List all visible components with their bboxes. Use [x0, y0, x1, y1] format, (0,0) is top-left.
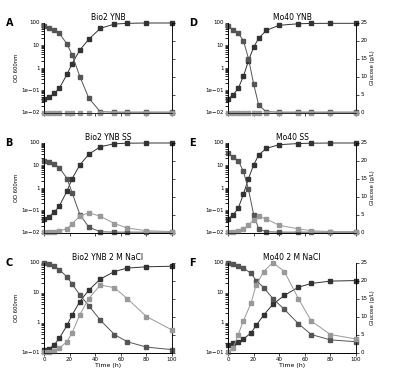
Y-axis label: OD 600nm: OD 600nm: [14, 293, 18, 322]
Y-axis label: Glucose (g/L): Glucose (g/L): [370, 50, 375, 85]
X-axis label: Time (h): Time (h): [95, 363, 121, 368]
Text: C: C: [6, 258, 13, 268]
Text: E: E: [190, 138, 196, 148]
Y-axis label: Glucose (g/L): Glucose (g/L): [370, 290, 375, 325]
Text: D: D: [190, 18, 198, 28]
Title: Mo40 2 M NaCl: Mo40 2 M NaCl: [263, 253, 321, 262]
Y-axis label: OD 600nm: OD 600nm: [14, 173, 18, 202]
Y-axis label: OD 600nm: OD 600nm: [14, 53, 18, 82]
X-axis label: Time (h): Time (h): [279, 363, 305, 368]
Title: Mo40 YNB: Mo40 YNB: [272, 13, 312, 22]
Y-axis label: Glucose (g/L): Glucose (g/L): [370, 170, 375, 205]
Title: Bio2 YNB 2 M NaCl: Bio2 YNB 2 M NaCl: [72, 253, 144, 262]
Text: B: B: [6, 138, 13, 148]
Text: F: F: [190, 258, 196, 268]
Title: Bio2 YNB SS: Bio2 YNB SS: [85, 133, 131, 142]
Title: Bio2 YNB: Bio2 YNB: [91, 13, 125, 22]
Text: A: A: [6, 18, 13, 28]
Title: Mo40 SS: Mo40 SS: [276, 133, 308, 142]
